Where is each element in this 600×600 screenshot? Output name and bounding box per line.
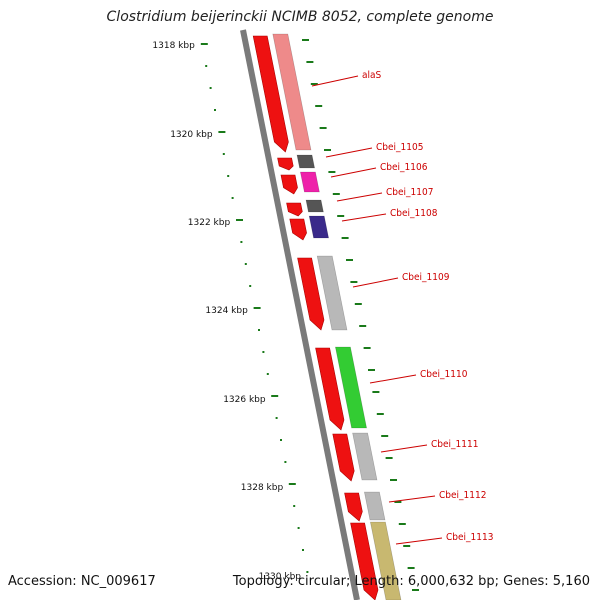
gene-leader-line [330,167,377,178]
gene-label-Cbei_1112: Cbei_1112 [439,490,486,501]
cds-strand-arrow [289,218,307,241]
ruler-tick-label: 1330 kbp [259,572,302,582]
gene-label-Cbei_1111: Cbei_1111 [431,439,478,450]
ruler-tick-label: 1320 kbp [170,130,213,140]
gene-label-Cbei_1109: Cbei_1109 [402,272,450,283]
cds-strand-arrow [350,522,379,600]
gene-leader-line [395,537,443,545]
gene-leader-line [336,192,383,202]
gene-label-Cbei_1106: Cbei_1106 [380,162,428,173]
cds-strand-arrow [252,35,289,153]
gene-label-Cbei_1105: Cbei_1105 [376,142,423,153]
gene-block-Cbei_1107 [305,199,324,213]
cds-strand-arrow [315,347,345,431]
gene-label-Cbei_1108: Cbei_1108 [390,208,438,219]
cds-strand-arrow [277,157,294,171]
gene-block-Cbei_1109 [316,255,348,331]
cds-strand-arrow [344,492,363,522]
genome-summary: Topology: circular; Length: 6,000,632 bp… [232,574,590,589]
cds-strand-arrow [297,257,325,331]
accession-label: Accession: NC_009617 [8,574,156,589]
gene-leader-line [380,444,428,453]
gene-block-Cbei_1105 [296,154,315,169]
gene-block-Cbei_1110 [335,346,367,429]
cds-strand-arrow [280,174,298,195]
gene-label-alaS: alaS [362,70,382,81]
cds-strand-arrow [286,202,303,217]
gene-leader-line [352,277,399,288]
genome-backbone [240,29,360,600]
gene-leader-line [311,75,359,87]
map-title: Clostridium beijerinckii NCIMB 8052, com… [106,9,494,25]
gene-leader-line [341,213,387,222]
gene-block-alaS [272,33,312,151]
gene-label-Cbei_1113: Cbei_1113 [446,532,493,543]
gene-block-Cbei_1108 [308,215,329,239]
gene-block-Cbei_1113 [370,521,402,600]
gene-block-Cbei_1112 [364,491,386,521]
ruler-tick-label: 1322 kbp [188,218,231,228]
gene-label-Cbei_1107: Cbei_1107 [386,187,433,198]
gene-block-Cbei_1111 [352,432,378,481]
ruler-tick-label: 1328 kbp [241,483,284,493]
ruler-tick-label: 1324 kbp [205,306,248,316]
ruler-tick-label: 1326 kbp [223,395,266,405]
gene-leader-line [325,147,373,158]
ruler-tick-label: 1318 kbp [152,41,195,51]
gene-block-Cbei_1106 [300,171,320,193]
gene-label-Cbei_1110: Cbei_1110 [420,369,468,380]
cds-strand-arrow [332,433,355,482]
gene-leader-line [369,374,417,384]
gene-leader-line [388,495,436,503]
